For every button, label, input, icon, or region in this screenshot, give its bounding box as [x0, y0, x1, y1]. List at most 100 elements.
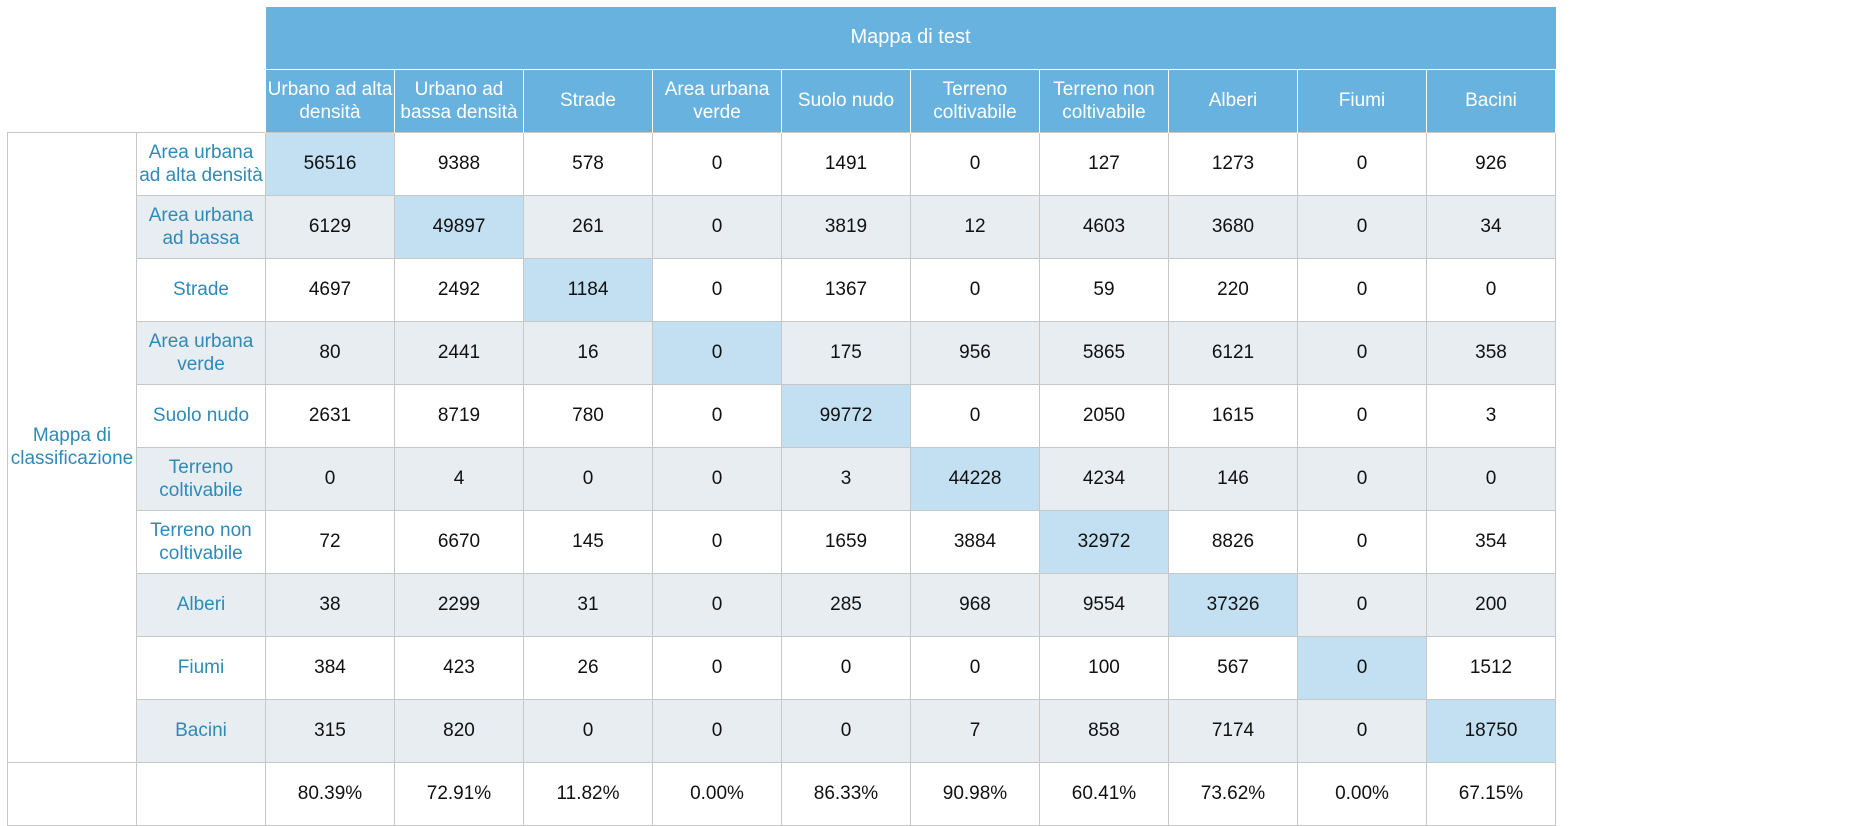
column-header: Strade	[523, 68, 653, 132]
table-cell: 423	[394, 635, 524, 700]
table-cell: 5865	[1039, 320, 1169, 385]
table-cell: 578	[523, 131, 653, 196]
table-cell: 0	[652, 194, 782, 259]
table-cell: 0	[652, 257, 782, 322]
table-cell: 4603	[1039, 194, 1169, 259]
accuracy-cell: 11.82%	[523, 761, 653, 826]
table-cell: 146	[1168, 446, 1298, 511]
table-cell: 0	[910, 131, 1040, 196]
table-cell: 0	[1297, 131, 1427, 196]
table-cell: 1491	[781, 131, 911, 196]
accuracy-cell: 67.15%	[1426, 761, 1556, 826]
table-row: Terreno non coltivabile 72 6670 145 0 1659 388…	[8, 509, 1556, 574]
table-cell: 9554	[1039, 572, 1169, 637]
table-cell: 354	[1426, 509, 1556, 574]
table-cell: 2299	[394, 572, 524, 637]
table-cell: 0	[652, 446, 782, 511]
row-label: Bacini	[136, 698, 266, 763]
table-cell: 0	[910, 257, 1040, 322]
table-cell: 1512	[1426, 635, 1556, 700]
test-map-header: Mappa di test	[265, 7, 1556, 69]
diagonal-cell: 18750	[1426, 698, 1556, 763]
table-cell: 0	[265, 446, 395, 511]
column-header: Fiumi	[1297, 68, 1427, 132]
table-cell: 8826	[1168, 509, 1298, 574]
column-header: Terreno non coltivabile	[1039, 68, 1169, 132]
table-cell: 567	[1168, 635, 1298, 700]
table-cell: 59	[1039, 257, 1169, 322]
table-cell: 6670	[394, 509, 524, 574]
table-cell: 3	[781, 446, 911, 511]
column-header: Urbano ad alta densità	[265, 68, 395, 132]
table-cell: 175	[781, 320, 911, 385]
table-cell: 285	[781, 572, 911, 637]
table-cell: 0	[1297, 698, 1427, 763]
accuracy-cell: 0.00%	[652, 761, 782, 826]
accuracy-cell: 60.41%	[1039, 761, 1169, 826]
row-group-label: Mappa di classificazione	[7, 131, 137, 763]
table-cell: 31	[523, 572, 653, 637]
table-cell: 0	[910, 383, 1040, 448]
row-label: Strade	[136, 257, 266, 322]
table-cell: 2050	[1039, 383, 1169, 448]
table-row: Fiumi 384 423 26 0 0 0 100 567 0 1512	[8, 635, 1556, 700]
table-cell: 0	[652, 131, 782, 196]
table-cell: 16	[523, 320, 653, 385]
column-header: Terreno coltivabile	[910, 68, 1040, 132]
table-cell: 0	[910, 635, 1040, 700]
table-cell: 2631	[265, 383, 395, 448]
table-cell: 3	[1426, 383, 1556, 448]
table-cell: 0	[781, 635, 911, 700]
table-cell: 7174	[1168, 698, 1298, 763]
accuracy-cell: 86.33%	[781, 761, 911, 826]
diagonal-cell: 0	[652, 320, 782, 385]
diagonal-cell: 44228	[910, 446, 1040, 511]
accuracy-cell: 90.98%	[910, 761, 1040, 826]
row-label: Terreno non coltivabile	[136, 509, 266, 574]
row-label: Area urbana ad alta densità	[136, 131, 266, 196]
row-label: Alberi	[136, 572, 266, 637]
table-cell: 220	[1168, 257, 1298, 322]
row-label: Area urbana ad bassa	[136, 194, 266, 259]
table-cell: 315	[265, 698, 395, 763]
table-row: Suolo nudo 2631 8719 780 0 99772 0 2050 1615 0 3	[8, 383, 1556, 448]
diagonal-cell: 0	[1297, 635, 1427, 700]
diagonal-cell: 37326	[1168, 572, 1298, 637]
corner-blank	[7, 69, 266, 132]
accuracy-row: 80.39% 72.91% 11.82% 0.00% 86.33% 90.98% 60.41…	[7, 761, 1556, 826]
column-header: Alberi	[1168, 68, 1298, 132]
table-row: Bacini 315 820 0 0 0 7 858 7174 0 18750	[8, 698, 1556, 763]
table-row: Terreno coltivabile 0 4 0 0 3 44228 4234 146 0 0	[8, 446, 1556, 511]
accuracy-cell: 80.39%	[265, 761, 395, 826]
table-cell: 1367	[781, 257, 911, 322]
column-header: Area urbana verde	[652, 68, 782, 132]
table-cell: 127	[1039, 131, 1169, 196]
table-cell: 6129	[265, 194, 395, 259]
table-row: Alberi 38 2299 31 0 285 968 9554 37326 0 200	[8, 572, 1556, 637]
table-cell: 6121	[1168, 320, 1298, 385]
diagonal-cell: 1184	[523, 257, 653, 322]
table-cell: 1615	[1168, 383, 1298, 448]
diagonal-cell: 56516	[265, 131, 395, 196]
accuracy-cell: 0.00%	[1297, 761, 1427, 826]
table-cell: 0	[523, 446, 653, 511]
table-row: Mappa di classificazione Area urbana ad a…	[7, 131, 1556, 763]
table-cell: 9388	[394, 131, 524, 196]
table-cell: 858	[1039, 698, 1169, 763]
table-cell: 384	[265, 635, 395, 700]
column-header-row: Urbano ad alta densità Urbano ad bassa de…	[7, 68, 1556, 132]
table-cell: 3819	[781, 194, 911, 259]
table-cell: 34	[1426, 194, 1556, 259]
accuracy-row-blank	[7, 761, 137, 826]
table-cell: 7	[910, 698, 1040, 763]
row-label: Suolo nudo	[136, 383, 266, 448]
table-cell: 80	[265, 320, 395, 385]
table-cell: 100	[1039, 635, 1169, 700]
table-cell: 4697	[265, 257, 395, 322]
table-cell: 1659	[781, 509, 911, 574]
confusion-matrix-table: Mappa di test Urbano ad alta densità Urban…	[7, 7, 1556, 826]
table-cell: 2492	[394, 257, 524, 322]
column-header: Bacini	[1426, 68, 1556, 132]
table-cell: 926	[1426, 131, 1556, 196]
table-cell: 0	[1426, 446, 1556, 511]
